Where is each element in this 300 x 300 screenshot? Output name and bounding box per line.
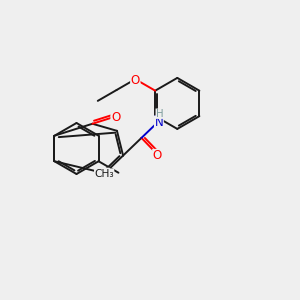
Text: N: N <box>154 116 163 129</box>
Text: O: O <box>153 149 162 162</box>
Text: CH₃: CH₃ <box>94 169 114 179</box>
Text: H: H <box>156 109 163 119</box>
Text: O: O <box>100 168 109 181</box>
Text: O: O <box>131 74 140 87</box>
Text: O: O <box>111 112 120 124</box>
